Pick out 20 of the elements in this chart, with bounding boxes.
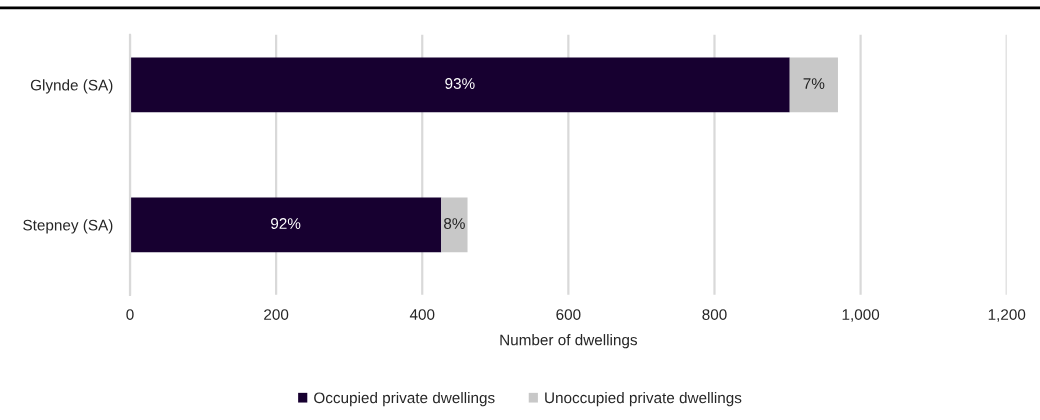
x-tick-label: 1,000 xyxy=(842,309,880,322)
y-tick-label: Glynde (SA) xyxy=(30,79,113,94)
x-tick-label: 1,200 xyxy=(988,309,1026,322)
bar xyxy=(130,57,790,113)
annotation: 93% xyxy=(445,78,475,89)
x-tick-label: 0 xyxy=(126,309,134,320)
legend-label: Unoccupied private dwellings xyxy=(545,392,742,407)
annotation: 92% xyxy=(271,218,301,229)
x-axis-title: Number of dwellings xyxy=(500,334,638,349)
x-tick-label: 600 xyxy=(556,309,581,320)
x-tick-label: 400 xyxy=(409,309,435,320)
x-tick-label: 800 xyxy=(702,309,727,320)
annotation: 8% xyxy=(444,218,465,229)
bar xyxy=(441,197,468,253)
bar xyxy=(130,197,442,253)
x-tick-label: 200 xyxy=(264,309,289,320)
bar xyxy=(789,57,838,113)
annotation: 7% xyxy=(803,78,825,89)
legend-label: Occupied private dwellings xyxy=(314,392,495,407)
y-tick-label: Stepney (SA) xyxy=(23,219,113,234)
